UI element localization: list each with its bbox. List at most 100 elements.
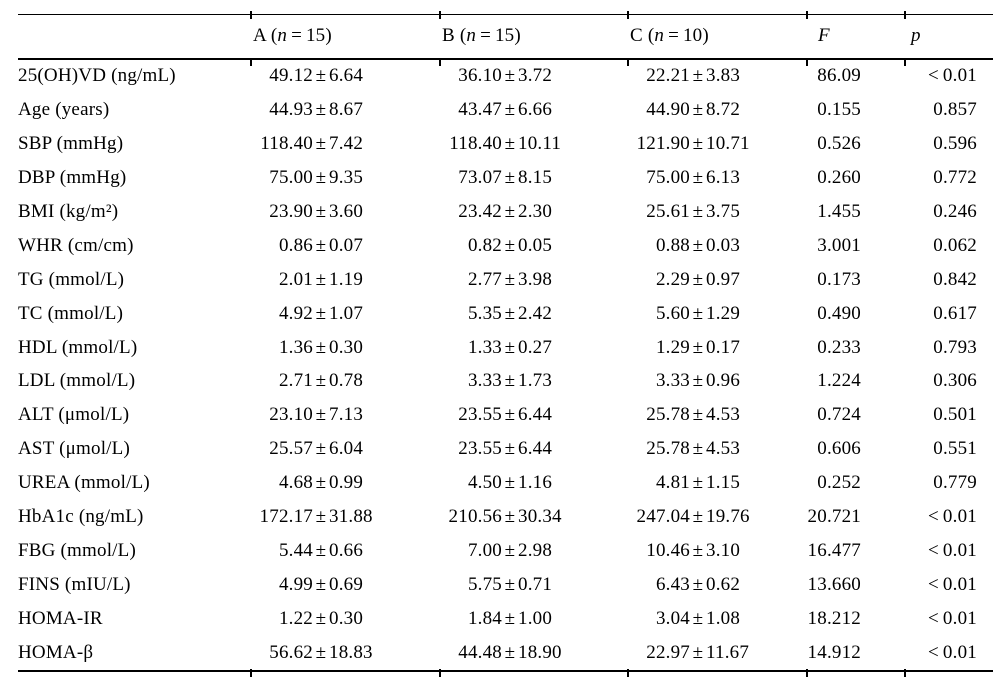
group-c-mean: 10.46 bbox=[646, 539, 690, 561]
row-label: Age (years) bbox=[18, 99, 110, 121]
group-c-mean: 22.21 bbox=[646, 65, 690, 87]
plus-minus-sign: ± bbox=[692, 438, 704, 460]
plus-minus-sign: ± bbox=[692, 133, 704, 155]
table-row: HOMA-β 56.62 ±18.83 44.48 ±18.90 22.97 ±11.… bbox=[18, 635, 993, 672]
p-value: < 0.01 bbox=[928, 506, 977, 528]
row-label: FINS (mIU/L) bbox=[18, 573, 131, 595]
plus-minus-sign: ± bbox=[315, 438, 327, 460]
header-b-suffix: = 15) bbox=[476, 25, 521, 47]
plus-minus-sign: ± bbox=[315, 472, 327, 494]
column-separator-tick bbox=[250, 11, 252, 19]
f-value: 0.526 bbox=[817, 133, 861, 155]
table-row: SBP (mmHg) 118.40 ±7.42 118.40 ±10.11 121.… bbox=[18, 127, 993, 161]
table-row: HOMA-IR 1.22 ±0.30 1.84 ±1.00 3.04 ±1.08 18… bbox=[18, 602, 993, 636]
group-b-sd: 2.98 bbox=[518, 539, 553, 561]
column-separator-tick bbox=[627, 668, 629, 677]
group-c-cell: 10.46 ±3.10 bbox=[628, 534, 807, 568]
group-a-cell: 49.12 ±6.64 bbox=[251, 59, 440, 94]
group-a-cell: 56.62 ±18.83 bbox=[251, 635, 440, 672]
plus-minus-sign: ± bbox=[504, 336, 516, 358]
header-p-value: p bbox=[905, 14, 993, 60]
column-separator-tick bbox=[806, 668, 808, 677]
group-a-sd: 18.83 bbox=[329, 641, 373, 663]
group-a-cell: 4.99 ±0.69 bbox=[251, 568, 440, 602]
group-c-mean: 25.78 bbox=[646, 404, 690, 426]
plus-minus-sign: ± bbox=[504, 472, 516, 494]
column-separator-tick bbox=[904, 57, 906, 66]
header-a-prefix: A ( bbox=[253, 25, 278, 47]
column-separator-tick bbox=[250, 57, 252, 66]
f-value: 18.212 bbox=[807, 607, 861, 629]
group-c-sd: 1.15 bbox=[706, 472, 741, 494]
f-value: 1.224 bbox=[817, 370, 861, 392]
group-a-mean: 172.17 bbox=[259, 506, 313, 528]
plus-minus-sign: ± bbox=[692, 302, 704, 324]
column-separator-tick bbox=[806, 11, 808, 19]
header-a-suffix: = 15) bbox=[287, 25, 332, 47]
p-value: 0.501 bbox=[933, 404, 977, 426]
plus-minus-sign: ± bbox=[504, 607, 516, 629]
table-row: ALT (μmol/L) 23.10 ±7.13 23.55 ±6.44 25.78… bbox=[18, 398, 993, 432]
group-a-mean: 118.40 bbox=[260, 133, 313, 155]
group-c-cell: 75.00 ±6.13 bbox=[628, 161, 807, 195]
group-c-mean: 3.04 bbox=[655, 607, 690, 629]
plus-minus-sign: ± bbox=[504, 234, 516, 256]
group-c-mean: 247.04 bbox=[636, 506, 690, 528]
group-a-sd: 0.07 bbox=[329, 234, 364, 256]
f-value: 0.233 bbox=[817, 336, 861, 358]
group-c-cell: 44.90 ±8.72 bbox=[628, 93, 807, 127]
group-a-cell: 23.90 ±3.60 bbox=[251, 195, 440, 229]
group-b-cell: 0.82 ±0.05 bbox=[440, 229, 628, 263]
group-b-cell: 3.33 ±1.73 bbox=[440, 365, 628, 399]
row-label: UREA (mmol/L) bbox=[18, 472, 150, 494]
group-b-sd: 0.71 bbox=[518, 573, 553, 595]
f-value: 1.455 bbox=[817, 201, 861, 222]
group-a-cell: 25.57 ±6.04 bbox=[251, 432, 440, 466]
plus-minus-sign: ± bbox=[315, 607, 327, 629]
group-c-mean: 1.29 bbox=[655, 336, 690, 358]
header-c-suffix: = 10) bbox=[664, 25, 709, 47]
header-a-n-symbol: n bbox=[277, 25, 288, 47]
header-group-c: C (n = 10) bbox=[628, 14, 807, 60]
group-b-cell: 5.35 ±2.42 bbox=[440, 297, 628, 331]
group-b-cell: 210.56 ±30.34 bbox=[440, 500, 628, 534]
group-c-cell: 121.90 ±10.71 bbox=[628, 127, 807, 161]
plus-minus-sign: ± bbox=[692, 234, 704, 256]
row-label: SBP (mmHg) bbox=[18, 133, 124, 155]
f-statistic-symbol: F bbox=[818, 25, 830, 47]
group-a-cell: 1.36 ±0.30 bbox=[251, 331, 440, 365]
group-a-mean: 25.57 bbox=[269, 438, 313, 460]
p-value: 0.793 bbox=[933, 336, 977, 358]
plus-minus-sign: ± bbox=[315, 65, 327, 87]
table-row: Age (years) 44.93 ±8.67 43.47 ±6.66 44.90 ±… bbox=[18, 93, 993, 127]
group-c-sd: 10.71 bbox=[706, 133, 750, 155]
f-value: 86.09 bbox=[817, 65, 861, 87]
group-b-mean: 118.40 bbox=[449, 133, 502, 155]
row-label: BMI (kg/m²) bbox=[18, 201, 119, 222]
f-value: 0.260 bbox=[817, 167, 861, 189]
group-a-mean: 56.62 bbox=[269, 641, 313, 663]
p-value: 0.779 bbox=[933, 472, 977, 494]
plus-minus-sign: ± bbox=[692, 336, 704, 358]
group-c-cell: 22.97 ±11.67 bbox=[628, 635, 807, 672]
group-c-sd: 0.62 bbox=[706, 573, 741, 595]
group-c-sd: 1.08 bbox=[706, 607, 741, 629]
group-c-mean: 75.00 bbox=[646, 167, 690, 189]
group-c-mean: 25.61 bbox=[646, 201, 690, 222]
group-a-mean: 4.92 bbox=[278, 302, 313, 324]
group-a-cell: 0.86 ±0.07 bbox=[251, 229, 440, 263]
row-label: TG (mmol/L) bbox=[18, 268, 125, 290]
row-label: TC (mmol/L) bbox=[18, 302, 124, 324]
column-separator-tick bbox=[439, 57, 441, 66]
group-c-cell: 4.81 ±1.15 bbox=[628, 466, 807, 500]
f-value: 14.912 bbox=[807, 635, 905, 672]
plus-minus-sign: ± bbox=[692, 370, 704, 392]
plus-minus-sign: ± bbox=[315, 234, 327, 256]
group-c-cell: 0.88 ±0.03 bbox=[628, 229, 807, 263]
group-a-sd: 7.13 bbox=[329, 404, 364, 426]
group-a-sd: 1.07 bbox=[329, 302, 364, 324]
plus-minus-sign: ± bbox=[315, 268, 327, 290]
plus-minus-sign: ± bbox=[315, 99, 327, 121]
plus-minus-sign: ± bbox=[504, 404, 516, 426]
group-a-cell: 4.92 ±1.07 bbox=[251, 297, 440, 331]
